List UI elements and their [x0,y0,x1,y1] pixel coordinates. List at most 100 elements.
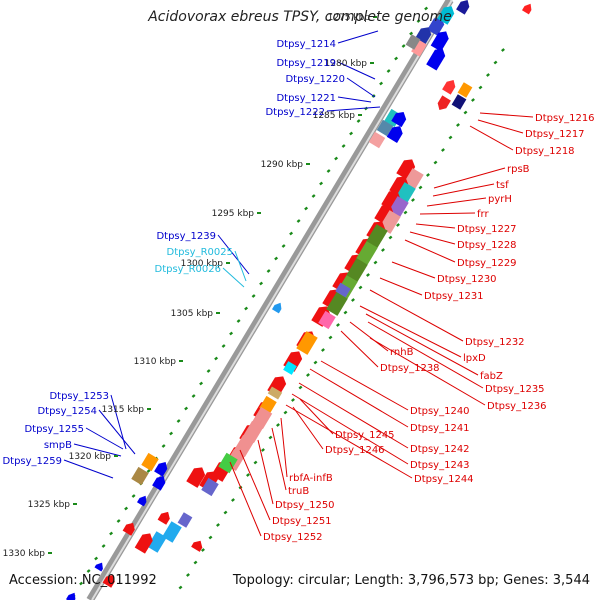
inner-scale-dot [388,235,393,240]
feature-shape [386,126,403,143]
callout-line [326,106,381,112]
right-gene-label: truB [288,486,309,497]
inner-scale-dot [381,248,385,252]
inner-scale-dot [186,573,190,577]
inner-scale-dot [373,260,378,265]
callout-line [217,234,250,275]
scale-dot [131,494,136,498]
gene-block [368,131,386,149]
scale-label: 1325 kbp [28,500,71,510]
scale-dot [94,556,99,561]
callout-line [346,77,376,98]
map-title: Acidovorax ebreus TPSY, complete genome [148,9,452,25]
feature-shape [456,0,470,15]
scale-dot [274,256,279,261]
right-gene-label: Dtpsy_1216 [535,113,595,124]
gene-block [283,361,297,375]
callout-line [222,267,245,288]
feature-shape [271,302,282,314]
right-gene-label: Dtpsy_1231 [424,291,484,302]
right-gene-label: Dtpsy_1230 [437,274,497,285]
scale-label: 1330 kbp [3,549,46,559]
inner-scale-dot [411,198,415,202]
gene-block [411,39,427,57]
right-gene-label: Dtpsy_1228 [457,240,517,251]
inner-scale-dot [216,523,220,527]
callout-line [257,439,274,505]
scale-dot [341,144,346,148]
feature-shape [136,495,147,507]
genome-backbone [86,0,454,600]
callout-line [479,112,534,118]
feature-shape [405,34,421,50]
scale-dot [394,56,399,61]
gene-block [186,467,206,488]
scale-dot [184,406,189,411]
scale-dot [379,81,384,86]
gene-block [271,302,282,314]
gene-block [456,0,470,15]
callout-line [73,443,122,457]
left-gene-label: Dtpsy_1214 [276,39,336,50]
feature-shape [251,406,273,430]
gene-block [437,6,455,25]
callout-line [369,289,464,342]
gene-block [457,82,473,98]
scale-dot [221,344,226,348]
gene-block [356,241,378,265]
right-gene-label: Dtpsy_1217 [525,129,585,140]
right-gene-labels: Dtpsy_1216 Dtpsy_1217 Dtpsy_1218 rpsB tsf pyr… [263,113,595,543]
inner-scale-dot [276,423,280,427]
scale-dot [334,156,339,161]
gene-block [267,386,283,400]
topology-summary: Topology: circular; Length: 3,796,573 bp… [232,573,590,588]
scale-ticks [71,6,429,598]
feature-shape [283,361,297,375]
inner-scale-dot [313,360,318,365]
feature-shape [442,79,456,95]
scale-dot [296,219,301,223]
feature-shape [411,39,427,57]
left-gene-label: Dtpsy_1221 [276,93,336,104]
feature-shape [162,521,182,543]
feature-shape [233,434,255,458]
scale-label: 1310 kbp [134,357,177,367]
callout-line [419,212,476,215]
inner-scale-dot [396,223,400,227]
scale-dot [146,469,151,473]
gene-block [218,452,238,474]
feature-shape [326,292,348,316]
feature-shape [141,452,159,472]
right-gene-label: Dtpsy_1242 [410,444,470,455]
left-gene-label: smpB [44,440,72,451]
inner-scale-dot [283,410,288,415]
callout-line [85,427,124,450]
feature-shape [335,282,351,298]
scale-dot [176,419,181,423]
scale-dot [169,431,174,436]
left-gene-label: Dtpsy_1219 [276,58,336,69]
callout-line [292,406,324,450]
label-callouts [63,30,534,537]
gene-block [201,477,219,497]
gene-features [65,0,532,600]
scale-label: 1300 kbp [181,259,224,269]
callout-line [299,398,334,435]
scale-dot [251,294,256,298]
gene-block [136,495,147,507]
feature-shape [186,467,206,488]
callout-line [298,382,409,449]
callout-line [369,337,486,406]
feature-shape [437,6,455,25]
feature-shape [356,241,378,265]
gene-block [451,94,467,110]
callout-line [415,223,456,229]
scale-label: 1285 kbp [313,111,356,121]
scale-dot [319,181,324,186]
scale-dot [236,319,241,323]
inner-scale-dot [246,473,250,477]
gene-block [335,282,351,298]
feature-shape [177,512,193,528]
callout-line [409,231,456,245]
gene-block [147,531,167,553]
